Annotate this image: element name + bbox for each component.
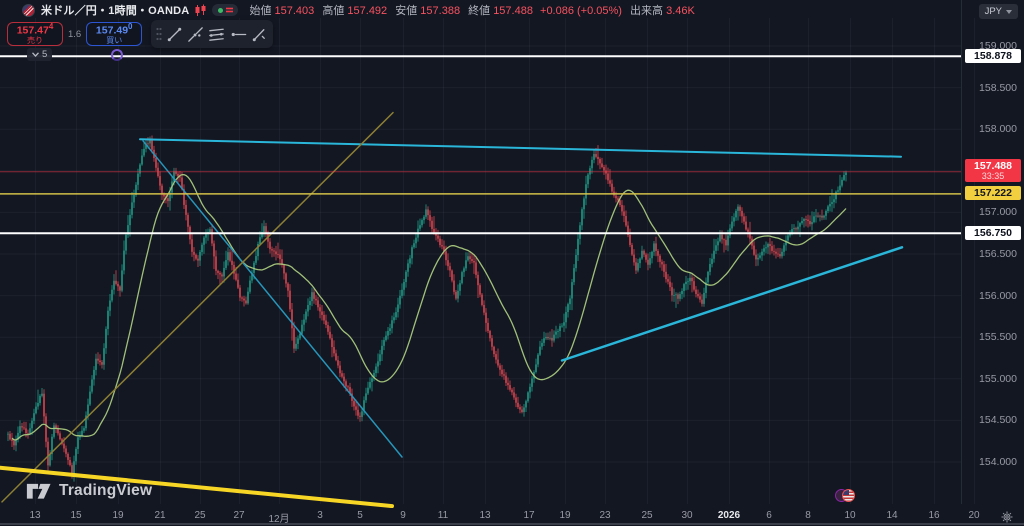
indicators-collapse-badge[interactable]: 5 [27, 48, 53, 61]
time-tick-label: 2026 [717, 510, 741, 521]
spread-value: 1.6 [68, 28, 82, 40]
time-tick-label: 25 [194, 510, 206, 521]
high-label: 高値 [322, 5, 345, 17]
chevron-down-icon [32, 52, 39, 57]
close-value: 157.488 [493, 5, 533, 17]
trade-panel: 157.474 売り 1.6 157.490 買い [7, 22, 143, 46]
parallel-channel-icon[interactable] [207, 23, 226, 45]
time-tick-label: 6 [766, 510, 772, 521]
price-tick-label: 158.500 [979, 81, 1017, 94]
resistance-line-price-badge[interactable]: 158.878 [965, 48, 1021, 63]
tradingview-logo-icon [26, 483, 51, 499]
volume-value: 3.46K [666, 5, 695, 17]
time-tick-label: 19 [559, 510, 571, 521]
symbol-header: 米ドル／円・1時間・OANDA 始値 157.403 高値 157.492 安値… [0, 0, 960, 20]
symbol-title[interactable]: 米ドル／円・1時間・OANDA [41, 5, 190, 17]
time-tick-label: 21 [154, 510, 166, 521]
loading-spinner-icon [111, 49, 123, 61]
low-value: 157.388 [420, 5, 461, 17]
candles-icon[interactable] [195, 4, 206, 17]
price-tick-label: 154.000 [979, 456, 1017, 468]
price-tick-label: 155.500 [979, 331, 1017, 344]
time-tick-label: 23 [599, 510, 611, 521]
tradingview-logo[interactable]: TradingView [26, 482, 152, 500]
trend-angle-icon[interactable] [250, 23, 269, 45]
drawing-toolbar [151, 20, 273, 48]
economic-event-icon[interactable] [835, 489, 857, 503]
time-tick-label: 9 [400, 510, 406, 521]
time-tick-label: 25 [641, 510, 653, 521]
trend-line-icon[interactable] [164, 23, 183, 45]
time-tick-label: 15 [70, 510, 82, 521]
time-tick-label: 20 [968, 510, 980, 521]
support-line-price-badge[interactable]: 156.750 [965, 225, 1021, 240]
time-tick-label: 5 [357, 510, 363, 521]
price-tick-label: 157.000 [979, 206, 1017, 219]
price-tick-label: 156.500 [979, 248, 1017, 260]
buy-button[interactable]: 157.490 買い [86, 22, 143, 46]
time-tick-label: 13 [29, 510, 41, 521]
time-tick-label: 12月 [268, 514, 290, 525]
time-tick-label: 3 [317, 510, 323, 521]
volume-label: 出来高 [630, 5, 664, 17]
change-value: +0.086 (+0.05%) [540, 5, 622, 17]
horizontal-ray-icon[interactable] [228, 23, 247, 45]
usdjpy-flag-icon [22, 3, 35, 17]
sell-button[interactable]: 157.474 売り [7, 22, 63, 46]
time-tick-label: 17 [523, 510, 535, 521]
price-tick-label: 155.000 [979, 372, 1017, 385]
tradingview-logo-text: TradingView [59, 482, 153, 499]
yellow-level-line-price-badge[interactable]: 157.222 [965, 186, 1021, 201]
price-tick-label: 154.500 [979, 414, 1017, 427]
toolbar-drag-handle[interactable] [155, 23, 162, 45]
open-label: 始値 [249, 5, 272, 17]
open-value: 157.403 [274, 5, 315, 17]
gear-icon[interactable] [1001, 510, 1013, 526]
time-tick-label: 27 [233, 510, 245, 521]
caret-down-icon [1006, 9, 1012, 14]
time-tick-label: 8 [805, 510, 811, 521]
price-tick-label: 156.000 [979, 289, 1017, 302]
extended-line-icon[interactable] [186, 23, 205, 45]
market-status-icon[interactable] [212, 4, 239, 16]
time-tick-label: 11 [437, 510, 449, 521]
window-bottom-edge [0, 523, 1024, 525]
time-tick-label: 30 [681, 510, 693, 521]
current-price-line-price-badge[interactable]: 157.488 33:35 [965, 158, 1021, 182]
price-tick-label: 158.000 [979, 123, 1017, 136]
time-tick-label: 19 [112, 510, 124, 521]
price-scale[interactable]: JPY 159.000 158.500 158.000 157.000 156.500 1… [961, 0, 1024, 504]
collapsed-count: 5 [42, 49, 48, 60]
low-label: 安値 [395, 5, 418, 17]
time-tick-label: 16 [928, 510, 940, 521]
jpy-currency-button[interactable]: JPY [978, 4, 1018, 19]
buy-label: 買い [106, 36, 123, 45]
high-value: 157.492 [347, 5, 388, 17]
close-label: 終値 [468, 5, 491, 17]
time-tick-label: 14 [886, 510, 898, 521]
time-tick-label: 13 [479, 510, 491, 521]
time-tick-label: 10 [844, 510, 856, 521]
time-axis[interactable]: 13 15 19 21 25 27 12月 3 5 9 11 13 17 19 23 25 30 2026 6 8 10… [0, 504, 1024, 526]
sell-label: 売り [27, 36, 43, 45]
